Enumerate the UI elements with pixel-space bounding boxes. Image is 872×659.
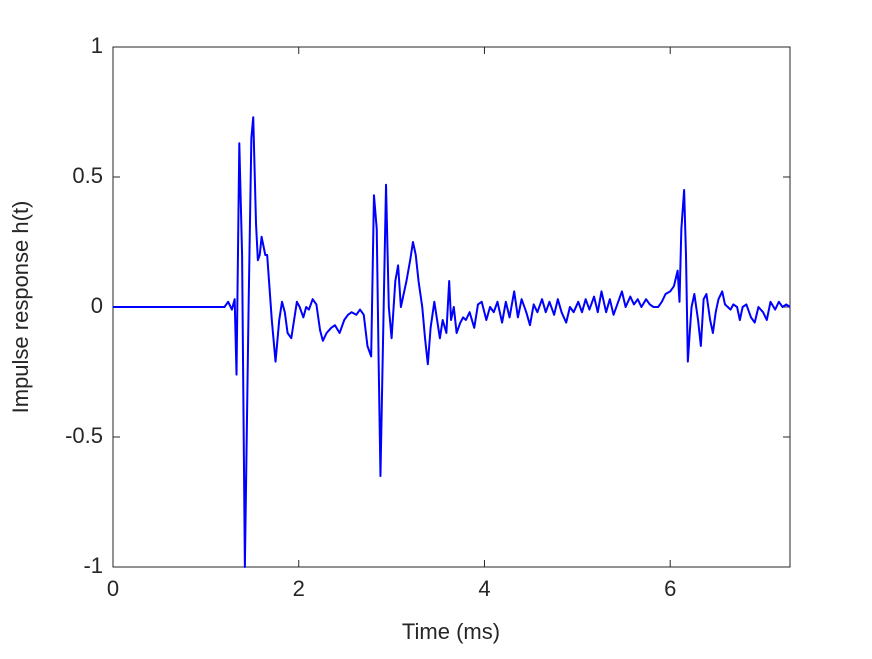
y-tick-label: -0.5: [65, 423, 103, 448]
y-tick-label: -1: [83, 553, 103, 578]
plot-area: [112, 46, 791, 568]
x-tick-label: 4: [478, 576, 490, 601]
y-axis-label: Impulse response h(t): [8, 201, 33, 414]
x-tick-label: 2: [293, 576, 305, 601]
data-line: [113, 116, 791, 568]
y-tick-label: 0: [91, 293, 103, 318]
x-tick-label: 0: [107, 576, 119, 601]
y-tick-label: 0.5: [72, 163, 103, 188]
x-tick-label: 6: [664, 576, 676, 601]
x-axis-label: Time (ms): [402, 619, 500, 644]
y-tick-label: 1: [91, 33, 103, 58]
